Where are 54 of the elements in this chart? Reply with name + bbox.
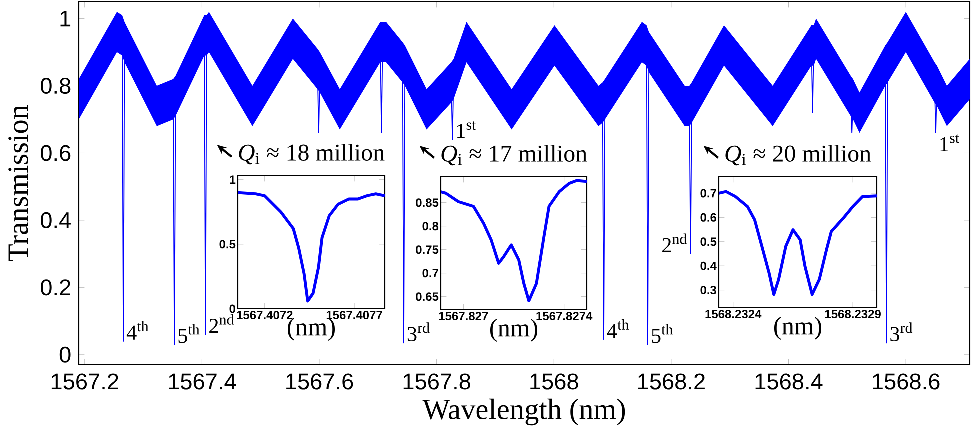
y-tick-label: 0.6 xyxy=(700,213,717,222)
y-tick-label: 0.4 xyxy=(41,212,71,228)
annotation: 5$^{th}$ xyxy=(178,324,200,344)
annotation: 4$^{th}$ xyxy=(126,321,149,340)
x-axis-title: (nm) xyxy=(288,318,336,341)
annotation: 5$^{th}$ xyxy=(652,324,673,344)
y-tick-label: 1 xyxy=(230,176,236,184)
annotation: 2$^{nd}$ xyxy=(210,314,234,334)
y-tick-label: 0.5 xyxy=(220,240,236,249)
x-tick-label: 1568.4 xyxy=(756,374,823,390)
x-axis-title: (nm) xyxy=(490,319,538,342)
x-tick-label: 1567.8 xyxy=(404,374,470,390)
annotation: 2$^{nd}$ xyxy=(662,234,687,252)
line-series xyxy=(719,190,877,296)
x-tick-label: 1567.6 xyxy=(286,374,354,390)
line-series xyxy=(441,179,587,303)
x-tick-label: 1567.8274 xyxy=(536,312,593,321)
x-tick-label: 1568.2324 xyxy=(706,310,762,319)
y-tick-label: 0.8 xyxy=(422,222,439,231)
x-tick-label: 1567.4 xyxy=(169,374,236,390)
x-tick-label: 1567.4077 xyxy=(326,311,382,320)
annotation: 1$^{st}$ xyxy=(457,121,476,138)
x-axis-title: Wavelength (nm) xyxy=(422,398,626,426)
x-tick-label: 1567.827 xyxy=(439,312,488,321)
y-tick-label: 0.2 xyxy=(41,280,70,296)
y-tick-label: 0 xyxy=(230,304,236,314)
annotation: 1$^{st}$ xyxy=(940,134,960,152)
x-axis-title: (nm) xyxy=(774,317,822,340)
chart-title: Q$_{i}$ ≈ 18 million xyxy=(239,144,385,165)
annotation: 3$^{rd}$ xyxy=(890,322,913,342)
annotation: 4$^{th}$ xyxy=(607,319,630,338)
y-tick-label: 0.7 xyxy=(700,189,716,198)
y-tick-label: 0.4 xyxy=(700,262,717,270)
y-tick-label: 0.5 xyxy=(700,238,717,246)
x-tick-label: 1567.4072 xyxy=(237,311,293,320)
y-axis-title: Transmission xyxy=(8,105,28,262)
y-tick-label: 0.85 xyxy=(416,198,439,208)
y-tick-label: 0.8 xyxy=(41,78,71,94)
annotation: 3$^{rd}$ xyxy=(408,322,430,342)
y-tick-label: 0.75 xyxy=(416,246,439,254)
y-tick-label: 0.3 xyxy=(700,286,717,295)
x-tick-label: 1568.2329 xyxy=(825,310,881,319)
y-tick-label: 0.65 xyxy=(416,292,439,302)
x-tick-label: 1568 xyxy=(530,374,578,390)
y-tick-label: 1 xyxy=(60,10,71,27)
y-tick-label: 0.7 xyxy=(422,269,438,278)
chart-title: Q$_{i}$ ≈ 17 million xyxy=(442,145,588,166)
line-series xyxy=(238,191,386,303)
chart-title: Q$_{i}$ ≈ 20 million xyxy=(726,145,872,166)
x-tick-label: 1567.2 xyxy=(52,374,118,390)
y-tick-label: 0 xyxy=(60,346,71,363)
x-tick-label: 1568.2 xyxy=(638,374,705,390)
y-tick-label: 0.6 xyxy=(41,145,71,162)
x-tick-label: 1568.6 xyxy=(873,374,940,390)
